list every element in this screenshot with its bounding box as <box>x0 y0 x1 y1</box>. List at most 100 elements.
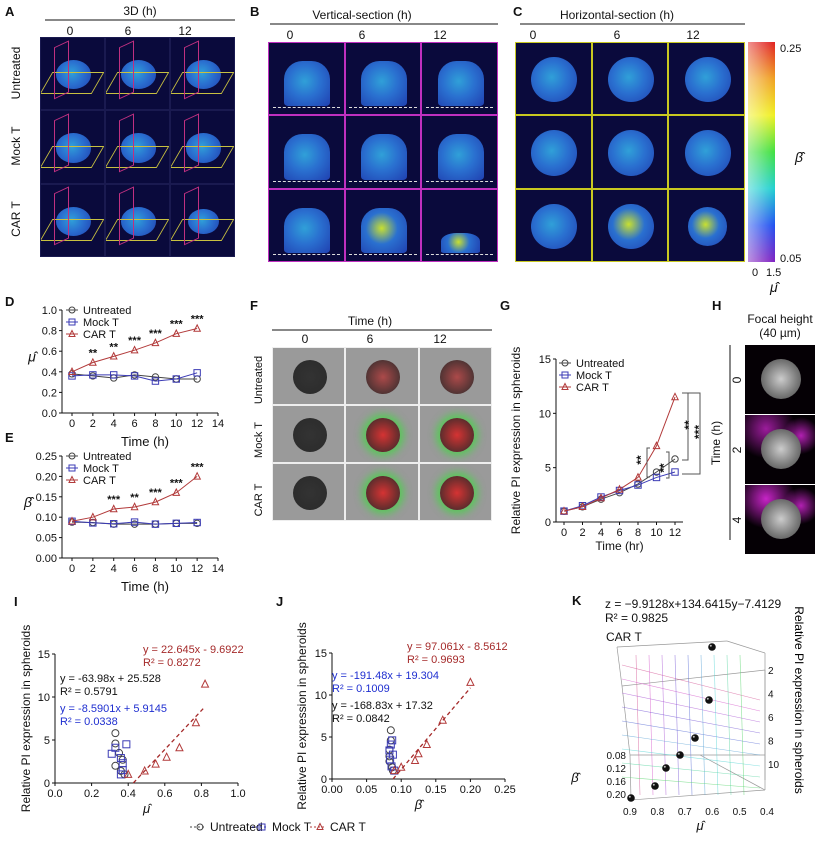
box-edge <box>616 646 623 687</box>
y-tick-label: 15 <box>539 354 551 366</box>
significance-bracket <box>666 451 670 479</box>
image-F-r2-c2 <box>418 463 492 521</box>
marker-square <box>385 746 394 755</box>
marker-square <box>130 518 139 526</box>
column-header: Horizontal-section (h) <box>560 8 674 22</box>
image-C-r0-c0 <box>515 42 592 116</box>
marker-square <box>386 755 395 764</box>
x-tick-label: 0.9 <box>623 807 637 818</box>
x-tick-label: 0.0 <box>47 788 62 800</box>
significance-marker: ** <box>634 455 648 465</box>
spheroid-image <box>366 418 401 452</box>
y-tick-label: 0.4 <box>42 367 57 379</box>
z-tick-label: 6 <box>768 713 774 724</box>
significance-marker: ** <box>130 492 139 504</box>
image-A-r2-c2 <box>170 183 235 257</box>
spheroid-image <box>761 429 801 469</box>
spheroid-image <box>531 203 578 250</box>
panel-label: I <box>14 594 18 609</box>
row-label: Untreated <box>9 47 23 100</box>
marker-square <box>151 377 160 385</box>
spheroid-image <box>293 476 327 510</box>
marker-triangle <box>88 357 97 366</box>
section-plane <box>183 186 199 246</box>
panel-label: D <box>5 294 14 309</box>
marker-square <box>634 481 642 489</box>
x-tick-label: 4 <box>598 527 604 539</box>
image-A-r1-c2 <box>170 110 235 184</box>
colorbar <box>748 42 775 262</box>
colorbar-min: 0.05 <box>780 253 801 265</box>
panel-label: F <box>250 298 258 313</box>
series-line-2 <box>71 476 198 522</box>
baseline <box>426 107 494 109</box>
significance-bracket <box>646 447 650 478</box>
image-F-r2-c1 <box>345 463 419 521</box>
y-tick-label: 0.00 <box>36 553 57 565</box>
marker-circle <box>68 452 76 460</box>
section-plane <box>171 145 234 168</box>
series-line-1 <box>71 520 198 525</box>
image-F-r0-c1 <box>345 347 419 405</box>
data-point <box>691 734 699 742</box>
section-plane <box>41 145 104 168</box>
plane-mesh-line <box>621 692 761 723</box>
y-axis-label: β̂ <box>570 770 581 785</box>
panel-label: C <box>513 4 523 19</box>
time-label: 12 <box>178 24 192 38</box>
trend-line <box>132 706 206 784</box>
x-tick-label: 12 <box>191 563 203 575</box>
significance-marker: ** <box>657 463 671 473</box>
section-plane <box>171 218 234 241</box>
marker-circle <box>652 468 661 476</box>
y-tick-label: 15 <box>38 649 50 661</box>
x-tick-label: 0.5 <box>733 807 747 818</box>
plane-mesh-line <box>621 748 761 767</box>
section-plane <box>106 145 169 168</box>
marker-square <box>116 754 125 763</box>
marker-triangle <box>123 769 133 778</box>
panel-label: A <box>5 4 15 19</box>
marker-triangle <box>422 739 432 749</box>
series-label: CAR T <box>606 630 642 644</box>
spheroid-image <box>437 60 484 107</box>
data-point <box>705 696 713 704</box>
section-plane <box>53 186 69 246</box>
legend-label: Mock T <box>83 463 119 475</box>
data-point-highlight <box>663 765 666 768</box>
image-F-r1-c0 <box>272 405 346 463</box>
colorbar-mu-max: 1.5 <box>766 267 781 279</box>
time-label: 2 <box>730 446 744 453</box>
significance-marker: ** <box>89 348 98 360</box>
marker-triangle <box>633 472 643 481</box>
image-A-r2-c0 <box>40 183 105 257</box>
x-tick-label: 10 <box>170 563 182 575</box>
significance-marker: ** <box>682 420 696 430</box>
section-plane <box>53 40 69 100</box>
baseline <box>272 180 340 182</box>
spheroid-image <box>439 418 474 452</box>
box-edge <box>621 669 766 687</box>
time-label: 6 <box>125 24 132 38</box>
data-point <box>708 643 716 651</box>
image-B-r0-c2 <box>421 42 498 116</box>
marker-triangle <box>670 392 680 401</box>
significance-marker: *** <box>170 478 184 490</box>
image-H-0 <box>745 345 815 414</box>
fit-equation: y = 22.645x - 9.6922 <box>143 644 244 656</box>
significance-marker: *** <box>149 487 163 499</box>
y-axis-label: Relative PI expression in spheroids <box>19 625 33 812</box>
spheroid-image <box>439 360 474 394</box>
spheroid-image <box>120 60 157 90</box>
marker-square <box>110 371 118 379</box>
fit-r2: R² = 0.1009 <box>332 683 390 695</box>
y-tick-label: 0.08 <box>607 751 627 762</box>
marker-square <box>110 520 118 528</box>
section-plane <box>183 40 199 100</box>
baseline <box>349 253 417 255</box>
section-plane <box>171 72 234 95</box>
image-F-r0-c2 <box>418 347 492 405</box>
marker-circle <box>111 729 120 738</box>
marker-triangle <box>67 366 77 375</box>
